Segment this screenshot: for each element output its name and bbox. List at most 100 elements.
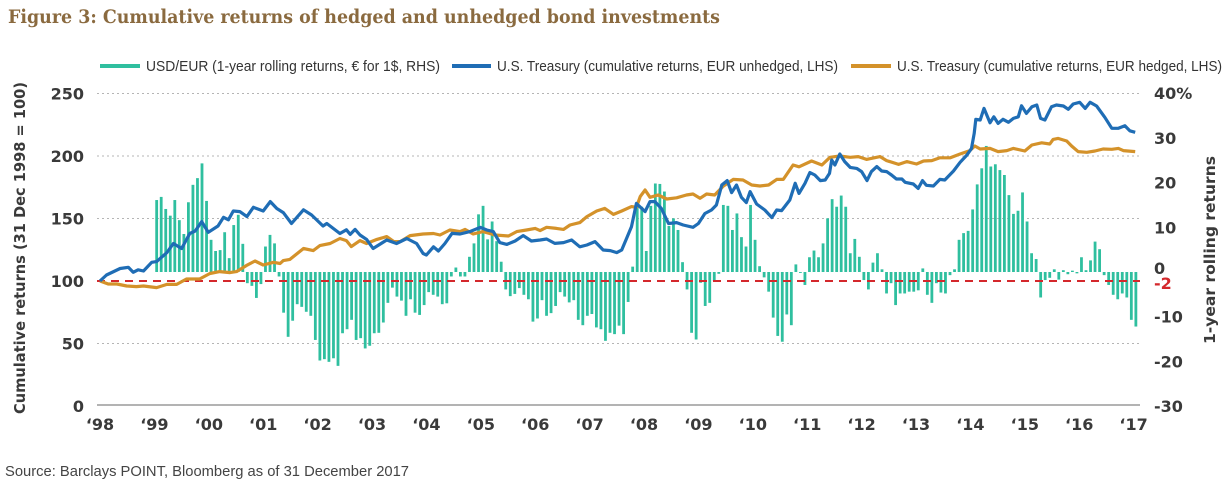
usd-eur-bar [291, 272, 295, 321]
usd-eur-bar [318, 272, 322, 361]
usd-eur-bar [273, 243, 276, 272]
usd-eur-bar [962, 233, 965, 272]
usd-eur-bar [767, 272, 771, 292]
usd-eur-bar [1075, 272, 1079, 274]
usd-eur-bar [463, 272, 467, 277]
legend-label-hedged: U.S. Treasury (cumulative returns, EUR h… [897, 58, 1222, 75]
usd-eur-bar [268, 234, 272, 272]
usd-eur-bar [717, 272, 721, 274]
usd-eur-bar [930, 272, 934, 303]
usd-eur-bar [259, 272, 263, 285]
usd-eur-bar [626, 272, 630, 302]
right-tick-label: 40% [1154, 84, 1192, 103]
usd-eur-bar [468, 256, 471, 272]
usd-eur-bar [345, 272, 349, 330]
usd-eur-bar [1134, 272, 1138, 327]
usd-eur-bar [341, 272, 344, 334]
usd-eur-bar [499, 261, 503, 272]
usd-eur-bar [327, 272, 331, 362]
usd-eur-bar [567, 272, 571, 303]
usd-eur-bar [395, 272, 399, 297]
usd-eur-bar [449, 272, 453, 277]
usd-eur-bar [286, 272, 290, 337]
usd-eur-bar [953, 269, 956, 272]
usd-eur-bar [1034, 259, 1038, 272]
x-tick-label: ‘16 [1065, 415, 1093, 434]
usd-eur-bar [440, 272, 444, 305]
usd-eur-bar [445, 272, 449, 304]
usd-eur-bar [808, 257, 811, 272]
usd-eur-bar [336, 272, 340, 366]
usd-eur-bar [835, 206, 839, 272]
x-tick-label: ‘09 [684, 415, 712, 434]
usd-eur-bar [726, 205, 730, 272]
left-axis-ticks: 0 50 100 150 200 250 [51, 85, 84, 417]
legend-label-usd-eur: USD/EUR (1-year rolling returns, € for 1… [146, 58, 440, 75]
usd-eur-bar [1102, 272, 1106, 276]
usd-eur-bar [422, 272, 426, 306]
x-tick-label: ‘05 [467, 415, 495, 434]
usd-eur-bar [159, 196, 163, 272]
source-note: Source: Barclays POINT, Bloomberg as of … [5, 463, 409, 480]
usd-eur-bar [381, 272, 385, 323]
usd-eur-bar [282, 272, 285, 313]
usd-eur-bar [1066, 272, 1070, 275]
usd-eur-bar [993, 164, 997, 272]
usd-eur-bar [1061, 270, 1065, 272]
x-axis-ticks: ‘98 ‘99 ‘00 ‘01 ‘02 ‘03 ‘04 ‘05 ‘06 ‘07 ‘08 ‘09 ‘10 ‘… [86, 415, 1148, 434]
usd-eur-bar [359, 272, 363, 339]
usd-eur-bar [617, 272, 621, 326]
x-tick-label: ‘01 [249, 415, 277, 434]
usd-eur-bar [368, 272, 372, 346]
usd-eur-bar [1089, 260, 1092, 272]
usd-eur-bar [1057, 272, 1061, 280]
usd-eur-bar [703, 272, 707, 306]
legend-item-usd-eur: USD/EUR (1-year rolling returns, € for 1… [100, 58, 440, 75]
usd-eur-bar [300, 272, 304, 307]
usd-eur-bar [1016, 210, 1020, 272]
usd-eur-bar [218, 250, 222, 272]
usd-eur-bar [522, 272, 526, 295]
line-hedged [99, 136, 1136, 290]
usd-eur-bar [354, 272, 358, 340]
usd-eur-bar [595, 272, 598, 328]
right-tick-label: 20 [1154, 174, 1176, 193]
x-tick-label: ‘13 [902, 415, 930, 434]
usd-eur-bar [1093, 241, 1097, 272]
usd-eur-bar [1111, 272, 1115, 295]
usd-eur-bar [690, 272, 693, 333]
usd-eur-bar [427, 272, 431, 293]
usd-eur-bar [295, 272, 299, 305]
usd-eur-bar [921, 268, 925, 272]
left-axis-title: Cumulative returns (31 Dec 1998 = 100) [11, 82, 29, 414]
usd-eur-bar [1116, 272, 1120, 300]
usd-eur-bar [377, 272, 381, 333]
usd-eur-bar [581, 272, 585, 326]
left-tick-label: 50 [62, 335, 84, 354]
usd-eur-bar [232, 225, 236, 272]
usd-eur-bar [635, 201, 639, 272]
right-tick-label: -10 [1154, 308, 1183, 327]
usd-eur-bar [1080, 257, 1083, 272]
legend-swatch-hedged [851, 64, 891, 68]
usd-eur-bar [984, 145, 988, 272]
usd-eur-bar [477, 214, 480, 272]
right-tick-label: -2 [1154, 274, 1172, 293]
legend: USD/EUR (1-year rolling returns, € for 1… [100, 58, 1222, 75]
usd-eur-bar [663, 191, 666, 272]
usd-eur-bar [540, 272, 544, 301]
usd-eur-bar [164, 208, 168, 272]
usd-eur-bar [608, 272, 612, 333]
usd-eur-bar [799, 272, 802, 273]
usd-eur-bar [1125, 272, 1129, 298]
usd-eur-bar [413, 272, 417, 313]
usd-eur-bar [649, 205, 653, 272]
left-tick-label: 200 [51, 147, 84, 166]
x-tick-label: ‘06 [521, 415, 549, 434]
usd-eur-bar [536, 272, 539, 319]
gridlines [97, 93, 1140, 344]
usd-eur-bar [844, 206, 848, 272]
usd-eur-bar [1120, 272, 1124, 294]
usd-eur-bar [486, 239, 489, 272]
